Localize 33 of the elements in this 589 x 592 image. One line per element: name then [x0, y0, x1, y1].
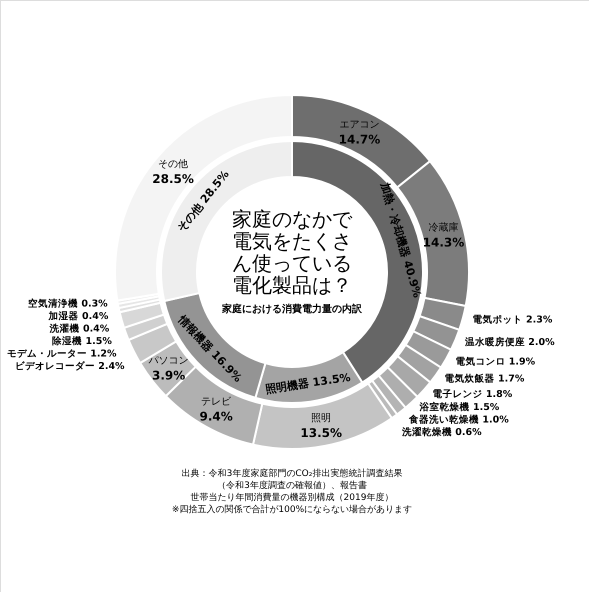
- text: 家庭における消費電力量の内訳: [221, 303, 363, 315]
- slice-label: 洗濯乾燥機 0.6%: [400, 426, 482, 438]
- slice-label: エアコン: [339, 119, 380, 130]
- slice-label: 電気ポット 2.3%: [472, 314, 553, 326]
- slice-label: 加湿器 0.4%: [48, 310, 109, 322]
- slice-label: 冷蔵庫: [428, 222, 458, 234]
- text: （令和3年度調査の確報値）、報告書: [217, 480, 367, 491]
- text: 家庭のなかで電気をたくさん使っている電化製品は？: [232, 207, 353, 297]
- source-note: 出典：令和3年度家庭部門のCO₂排出実態統計調査結果: [182, 468, 402, 479]
- slice-label: 電気コンロ 1.9%: [455, 356, 536, 368]
- text: 世帯当たり年間消費量の機器別構成（2019年度）: [190, 492, 394, 503]
- slice-label: 除湿機 1.5%: [52, 334, 112, 347]
- slice-label: その他: [158, 158, 188, 170]
- slice-label: 空気清浄機 0.3%: [28, 297, 108, 310]
- slice-label: ビデオレコーダー 2.4%: [14, 360, 126, 372]
- slice-label: 照明: [311, 413, 332, 424]
- data-label: 13.5%: [300, 426, 342, 440]
- slice-label: テレビ: [201, 396, 232, 408]
- slice-label: モデム・ルーター 1.2%: [6, 348, 118, 360]
- data-label: 3.9%: [152, 368, 186, 382]
- slice-label: 電子レンジ 1.8%: [432, 388, 513, 400]
- text: ※四捨五入の関係で合計が100%にならない場合があります: [172, 504, 412, 515]
- data-label: 28.5%: [152, 172, 194, 186]
- data-label: 14.7%: [338, 132, 380, 146]
- slice-label: 浴室乾燥機 1.5%: [418, 400, 500, 413]
- slice-label: 食器洗い乾燥機 1.0%: [408, 413, 510, 426]
- slice-label: 加熱・冷却機器 40.9%: [378, 180, 424, 300]
- slice-label: 洗濯機 0.4%: [48, 322, 110, 334]
- data-label: 9.4%: [199, 409, 233, 424]
- slice-label: 照明機器 13.5%: [264, 370, 352, 396]
- slice-label: 電気炊飯器 1.7%: [444, 372, 525, 385]
- slice-label: パソコン: [148, 355, 189, 366]
- slice-label: 温水暖房便座 2.0%: [464, 336, 556, 348]
